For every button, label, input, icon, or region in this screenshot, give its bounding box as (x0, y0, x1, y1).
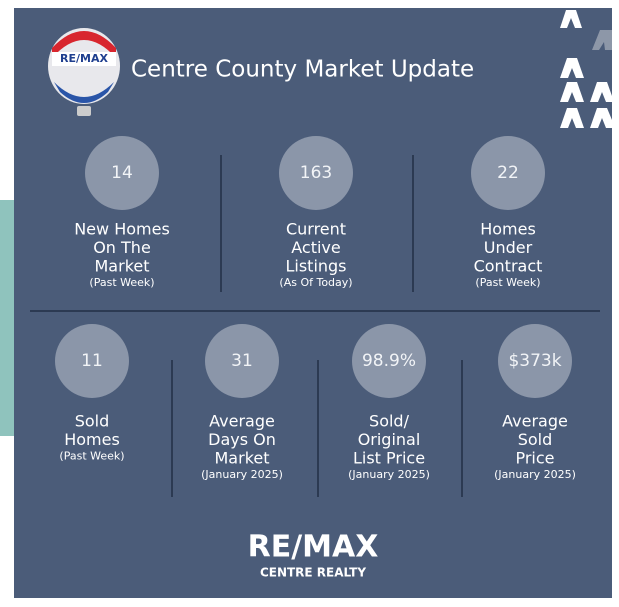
stat-label: Homes (64, 430, 120, 449)
stat-circle (279, 136, 353, 210)
stat-note: (Past Week) (475, 276, 540, 289)
stat-circle (352, 324, 426, 398)
balloon-text: RE/MAX (60, 52, 108, 65)
stat-label: Original (358, 430, 421, 449)
stat-label: Homes (480, 220, 536, 239)
stat-value: 98.9% (362, 351, 416, 371)
title: Centre County Market Update (131, 57, 474, 83)
stat-label: Market (95, 257, 150, 276)
stat-circle (85, 136, 159, 210)
stat-value: $373k (508, 351, 561, 371)
panel (14, 8, 612, 598)
stat-label: Market (215, 449, 270, 468)
stat-note: (Past Week) (59, 450, 124, 463)
footer-brand: RE/MAX (248, 530, 379, 565)
stat-circle (471, 136, 545, 210)
stat-value: 163 (300, 163, 332, 183)
stat-label: Average (502, 412, 568, 431)
stat-note: (January 2025) (201, 468, 283, 481)
stat-note: (As Of Today) (279, 276, 352, 289)
stat-label: Sold/ (369, 412, 410, 431)
stat-label: Price (515, 449, 554, 468)
footer-sub: CENTRE REALTY (260, 566, 366, 580)
decor (560, 10, 612, 128)
balloon-logo: RE/MAX (48, 28, 120, 116)
stat-label: On The (93, 238, 151, 257)
stat-value: 11 (81, 351, 103, 371)
stat-label: Under (484, 238, 533, 257)
stat-note: (Past Week) (89, 276, 154, 289)
stat-circle (498, 324, 572, 398)
stat-circle (205, 324, 279, 398)
stat-label: Average (209, 412, 275, 431)
stat-label: Sold (75, 412, 110, 431)
stat-label: New Homes (74, 220, 170, 239)
stat-value: 14 (111, 163, 133, 183)
stat-label: Current (286, 220, 346, 239)
stat-label: Listings (285, 257, 346, 276)
stat-label: List Price (353, 449, 425, 468)
stat-value: 22 (497, 163, 519, 183)
stat-value: 31 (231, 351, 253, 371)
stat-label: Active (291, 238, 341, 257)
stat-note: (January 2025) (348, 468, 430, 481)
stat-circle (55, 324, 129, 398)
stat-label: Days On (208, 430, 276, 449)
stat-label: Contract (474, 257, 543, 276)
stat-label: Sold (518, 430, 553, 449)
stat-note: (January 2025) (494, 468, 576, 481)
